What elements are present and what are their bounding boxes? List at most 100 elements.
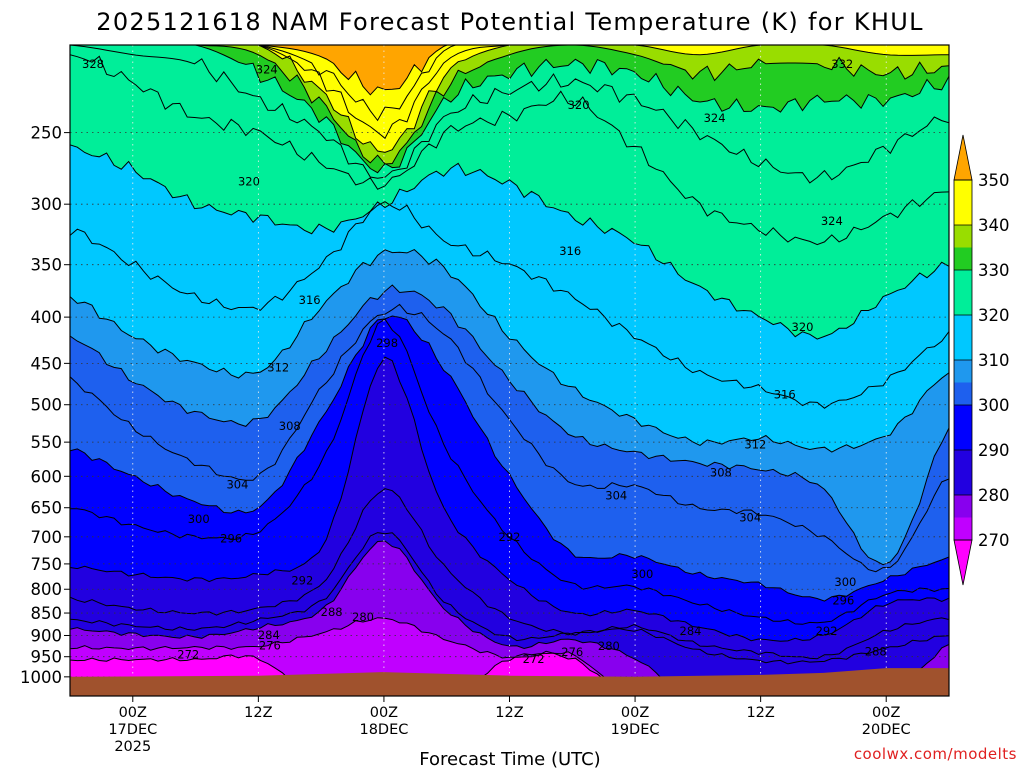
contour-label-298: 298	[376, 336, 398, 350]
fill-band-336	[70, 45, 949, 164]
contour-label-280: 280	[598, 639, 620, 653]
contour-label-276: 276	[561, 645, 583, 659]
isentrope-284	[70, 532, 949, 665]
x-tick-label-36-0: 12Z	[495, 705, 523, 721]
contour-label-296: 296	[832, 593, 854, 607]
contour-label-text: 316	[774, 387, 796, 401]
colorbar-bin-330	[954, 247, 972, 270]
x-tick-label-24-0: 00Z	[370, 705, 398, 721]
contour-label-text: 320	[568, 98, 590, 112]
contour-label-text: 300	[834, 575, 856, 589]
colorbar-label-330: 330	[978, 261, 1010, 280]
contour-label-304: 304	[605, 488, 627, 502]
isentrope-316	[70, 201, 949, 409]
isentrope-296	[70, 318, 949, 625]
y-tick-label-300: 300	[31, 195, 63, 214]
contour-label-text: 292	[816, 624, 838, 638]
contour-label-308: 308	[279, 419, 301, 433]
contour-label-272: 272	[177, 648, 199, 662]
contour-label-text: 288	[865, 644, 887, 658]
contour-label-280: 280	[352, 610, 374, 624]
contour-label-316: 316	[774, 387, 796, 401]
contour-label-text: 308	[710, 465, 732, 479]
colorbar-bin-above	[953, 134, 973, 181]
contour-label-284: 284	[258, 628, 280, 642]
contour-label-text: 280	[598, 639, 620, 653]
contour-label-text: 272	[177, 648, 199, 662]
x-tick-label-0-0: 00Z	[119, 705, 147, 721]
y-tick-label-1000: 1000	[20, 668, 62, 687]
contour-label-text: 296	[220, 531, 242, 545]
contour-labels: 328 324 320 332 324 320 324 316 316 320 312 298 316 3…	[82, 57, 887, 666]
contour-label-text: 288	[321, 605, 343, 619]
colorbar-label-340: 340	[978, 216, 1010, 235]
colorbar-label-350: 350	[978, 171, 1010, 190]
ground-terrain	[70, 668, 949, 696]
contour-label-324: 324	[704, 111, 726, 125]
contour-label-text: 292	[291, 573, 313, 587]
y-tick-label-450: 450	[31, 354, 63, 373]
contour-label-text: 328	[82, 57, 104, 71]
contour-label-text: 304	[739, 510, 761, 524]
x-tick-label-60-0: 12Z	[746, 705, 774, 721]
contour-label-text: 276	[259, 638, 281, 652]
contour-label-text: 316	[559, 244, 581, 258]
contour-label-300: 300	[631, 567, 653, 581]
colorbar-label-280: 280	[978, 486, 1010, 505]
colorbar-bin-320	[954, 270, 972, 315]
contour-label-284: 284	[680, 624, 702, 638]
contour-label-320: 320	[792, 320, 814, 334]
chart-title: 2025121618 NAM Forecast Potential Temper…	[96, 8, 924, 36]
isentrope-276	[70, 617, 631, 696]
y-tick-label-950: 950	[31, 648, 63, 667]
y-tick-label-600: 600	[31, 467, 63, 486]
contour-label-324: 324	[821, 214, 843, 228]
x-tick-label-48-1: 19DEC	[611, 722, 660, 738]
contour-label-text: 312	[744, 437, 766, 451]
contour-label-text: 292	[499, 530, 521, 544]
colorbar-label-320: 320	[978, 306, 1010, 325]
x-tick-label-48-0: 00Z	[621, 705, 649, 721]
colorbar-bin-310	[954, 315, 972, 360]
y-tick-label-250: 250	[31, 124, 63, 143]
credit-text: coolwx.com/modelts	[854, 745, 1017, 763]
contour-label-288: 288	[865, 644, 887, 658]
contour-label-300: 300	[188, 512, 210, 526]
contour-label-316: 316	[559, 244, 581, 258]
contour-label-332: 332	[831, 57, 853, 71]
y-tick-label-850: 850	[31, 604, 63, 623]
contour-label-text: 296	[832, 593, 854, 607]
contour-label-320: 320	[568, 98, 590, 112]
contour-label-text: 280	[352, 610, 374, 624]
x-tick-label-72-0: 00Z	[872, 705, 900, 721]
contour-label-288: 288	[321, 605, 343, 619]
contour-label-296: 296	[220, 531, 242, 545]
colorbar-bin-270	[954, 517, 972, 540]
contour-label-292: 292	[816, 624, 838, 638]
isentrope-320	[70, 144, 949, 340]
contour-label-text: 332	[831, 57, 853, 71]
contour-label-324: 324	[256, 63, 278, 77]
contour-label-text: 304	[226, 478, 248, 492]
contour-label-292: 292	[499, 530, 521, 544]
contour-label-292: 292	[291, 573, 313, 587]
colorbar-bin-305	[954, 360, 972, 383]
contour-label-276: 276	[259, 638, 281, 652]
contour-label-text: 316	[299, 293, 321, 307]
colorbar: 270 280 290 300 310 320 330 340 350	[953, 134, 1010, 586]
colorbar-bin-280	[954, 450, 972, 495]
colorbar-bin-275	[954, 495, 972, 518]
x-tick-label-24-1: 18DEC	[359, 722, 408, 738]
colorbar-label-270: 270	[978, 531, 1010, 550]
contour-label-text: 276	[561, 645, 583, 659]
contour-label-text: 324	[704, 111, 726, 125]
contour-label-300: 300	[834, 575, 856, 589]
contour-label-text: 284	[680, 624, 702, 638]
x-axis-label: Forecast Time (UTC)	[419, 749, 600, 768]
y-axis: 250 300 350 400 450 500 550 600 650 700 750 800 850 9…	[20, 124, 70, 687]
y-tick-label-400: 400	[31, 308, 63, 327]
contour-label-316: 316	[299, 293, 321, 307]
y-tick-label-800: 800	[31, 580, 63, 599]
contour-label-text: 320	[792, 320, 814, 334]
y-tick-label-700: 700	[31, 528, 63, 547]
